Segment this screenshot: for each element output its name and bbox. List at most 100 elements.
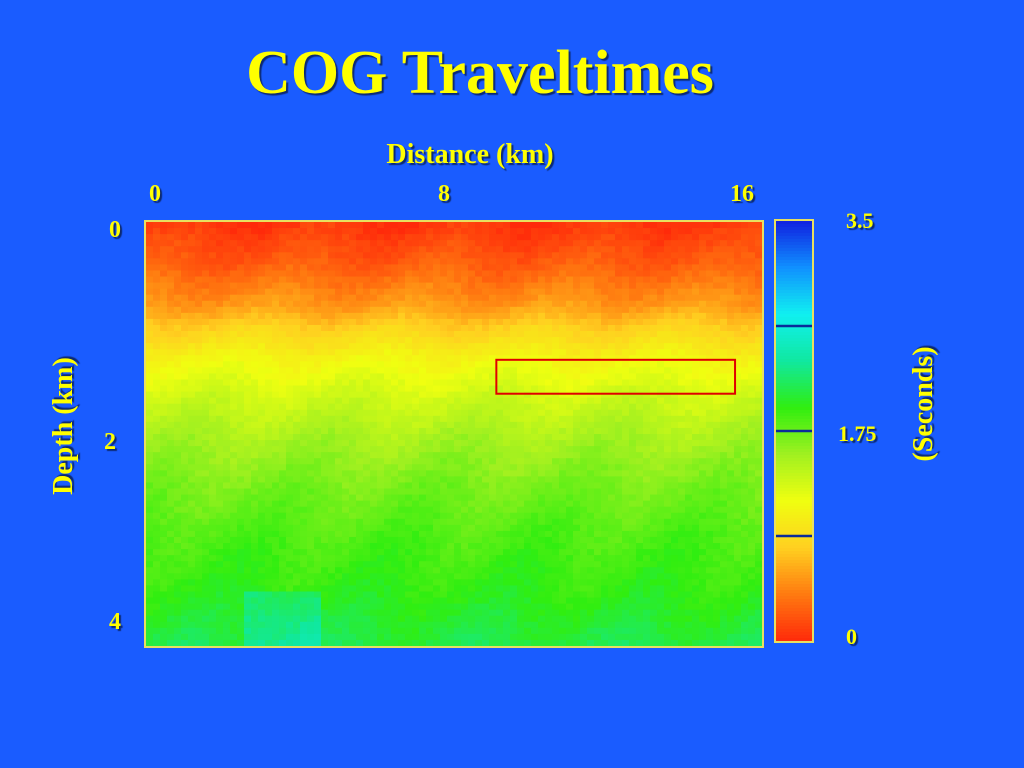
heatmap-cell bbox=[328, 524, 336, 532]
heatmap-cell bbox=[587, 337, 595, 344]
heatmap-cell bbox=[265, 397, 273, 405]
heatmap-cell bbox=[314, 452, 322, 459]
heatmap-cell bbox=[636, 294, 644, 302]
heatmap-cell bbox=[573, 464, 581, 471]
heatmap-cell bbox=[363, 446, 371, 453]
heatmap-cell bbox=[244, 494, 252, 502]
heatmap-cell bbox=[356, 427, 364, 435]
heatmap-cell bbox=[279, 318, 287, 326]
heatmap-cell bbox=[587, 343, 595, 350]
heatmap-cell bbox=[468, 476, 476, 484]
heatmap-cell bbox=[377, 500, 385, 508]
heatmap-cell bbox=[594, 440, 602, 447]
heatmap-cell bbox=[405, 512, 413, 520]
heatmap-cell bbox=[251, 331, 259, 338]
heatmap-cell bbox=[587, 512, 595, 520]
heatmap-cell bbox=[734, 470, 742, 477]
heatmap-cell bbox=[328, 530, 336, 538]
heatmap-cell bbox=[356, 312, 364, 320]
heatmap-cell bbox=[587, 440, 595, 447]
heatmap-cell bbox=[517, 397, 525, 405]
heatmap-cell bbox=[286, 252, 294, 259]
heatmap-cell bbox=[237, 312, 245, 320]
heatmap-cell bbox=[713, 470, 721, 477]
heatmap-cell bbox=[153, 379, 161, 387]
heatmap-cell bbox=[510, 228, 518, 235]
heatmap-cell bbox=[307, 270, 315, 278]
heatmap-cell bbox=[335, 331, 343, 338]
heatmap-cell bbox=[370, 355, 378, 362]
heatmap-cell bbox=[727, 391, 735, 399]
heatmap-cell bbox=[475, 300, 483, 308]
heatmap-cell bbox=[503, 512, 511, 520]
heatmap-cell bbox=[293, 288, 301, 296]
heatmap-cell bbox=[244, 361, 252, 368]
heatmap-cell bbox=[167, 494, 175, 502]
heatmap-cell bbox=[279, 446, 287, 453]
heatmap-cell bbox=[209, 561, 217, 568]
heatmap-cell bbox=[706, 234, 714, 241]
heatmap-cell bbox=[279, 355, 287, 362]
heatmap-cell bbox=[580, 452, 588, 459]
heatmap-cell bbox=[622, 282, 630, 290]
heatmap-cell bbox=[510, 464, 518, 471]
heatmap-cell bbox=[328, 536, 336, 544]
heatmap-cell bbox=[314, 506, 322, 514]
heatmap-cell bbox=[188, 555, 196, 562]
heatmap-cell bbox=[321, 561, 329, 568]
heatmap-cell bbox=[419, 397, 427, 405]
heatmap-cell bbox=[559, 555, 567, 562]
heatmap-cell bbox=[251, 434, 259, 441]
heatmap-cell bbox=[160, 343, 168, 350]
heatmap-cell bbox=[307, 440, 315, 447]
heatmap-cell bbox=[286, 464, 294, 471]
heatmap-cell bbox=[496, 312, 504, 320]
heatmap-cell bbox=[636, 409, 644, 417]
heatmap-cell bbox=[741, 488, 749, 496]
heatmap-cell bbox=[496, 228, 504, 235]
heatmap-cell bbox=[615, 524, 623, 532]
heatmap-cell bbox=[531, 446, 539, 453]
heatmap-cell bbox=[685, 282, 693, 290]
heatmap-cell bbox=[524, 373, 532, 381]
heatmap-cell bbox=[293, 421, 301, 429]
heatmap-cell bbox=[727, 306, 735, 314]
heatmap-cell bbox=[636, 524, 644, 532]
heatmap-cell bbox=[181, 452, 189, 459]
heatmap-cell bbox=[496, 246, 504, 253]
heatmap-cell bbox=[391, 300, 399, 308]
heatmap-cell bbox=[293, 234, 301, 241]
heatmap-cell bbox=[748, 246, 756, 253]
heatmap-cell bbox=[440, 300, 448, 308]
heatmap-cell bbox=[195, 240, 203, 247]
heatmap-cell bbox=[727, 324, 735, 332]
heatmap-cell bbox=[363, 294, 371, 302]
heatmap-cell bbox=[174, 234, 182, 241]
heatmap-cell bbox=[692, 494, 700, 502]
heatmap-cell bbox=[545, 476, 553, 484]
heatmap-cell bbox=[601, 452, 609, 459]
heatmap-cell bbox=[307, 409, 315, 417]
heatmap-cell bbox=[608, 246, 616, 253]
heatmap-cell bbox=[195, 337, 203, 344]
heatmap-cell bbox=[664, 409, 672, 417]
heatmap-cell bbox=[265, 312, 273, 320]
heatmap-cell bbox=[678, 518, 686, 526]
heatmap-cell bbox=[671, 373, 679, 381]
heatmap-cell bbox=[706, 276, 714, 284]
heatmap-cell bbox=[573, 324, 581, 332]
heatmap-cell bbox=[734, 458, 742, 465]
heatmap-cell bbox=[349, 288, 357, 296]
heatmap-cell bbox=[699, 434, 707, 441]
heatmap-cell bbox=[300, 355, 308, 362]
heatmap-cell bbox=[244, 440, 252, 447]
heatmap-cell bbox=[272, 276, 280, 284]
heatmap-cell bbox=[286, 228, 294, 235]
heatmap-cell bbox=[272, 409, 280, 417]
heatmap-cell bbox=[545, 288, 553, 296]
heatmap-cell bbox=[237, 373, 245, 381]
heatmap-cell bbox=[391, 234, 399, 241]
heatmap-cell bbox=[482, 282, 490, 290]
heatmap-cell bbox=[454, 543, 462, 550]
heatmap-cell bbox=[265, 494, 273, 502]
